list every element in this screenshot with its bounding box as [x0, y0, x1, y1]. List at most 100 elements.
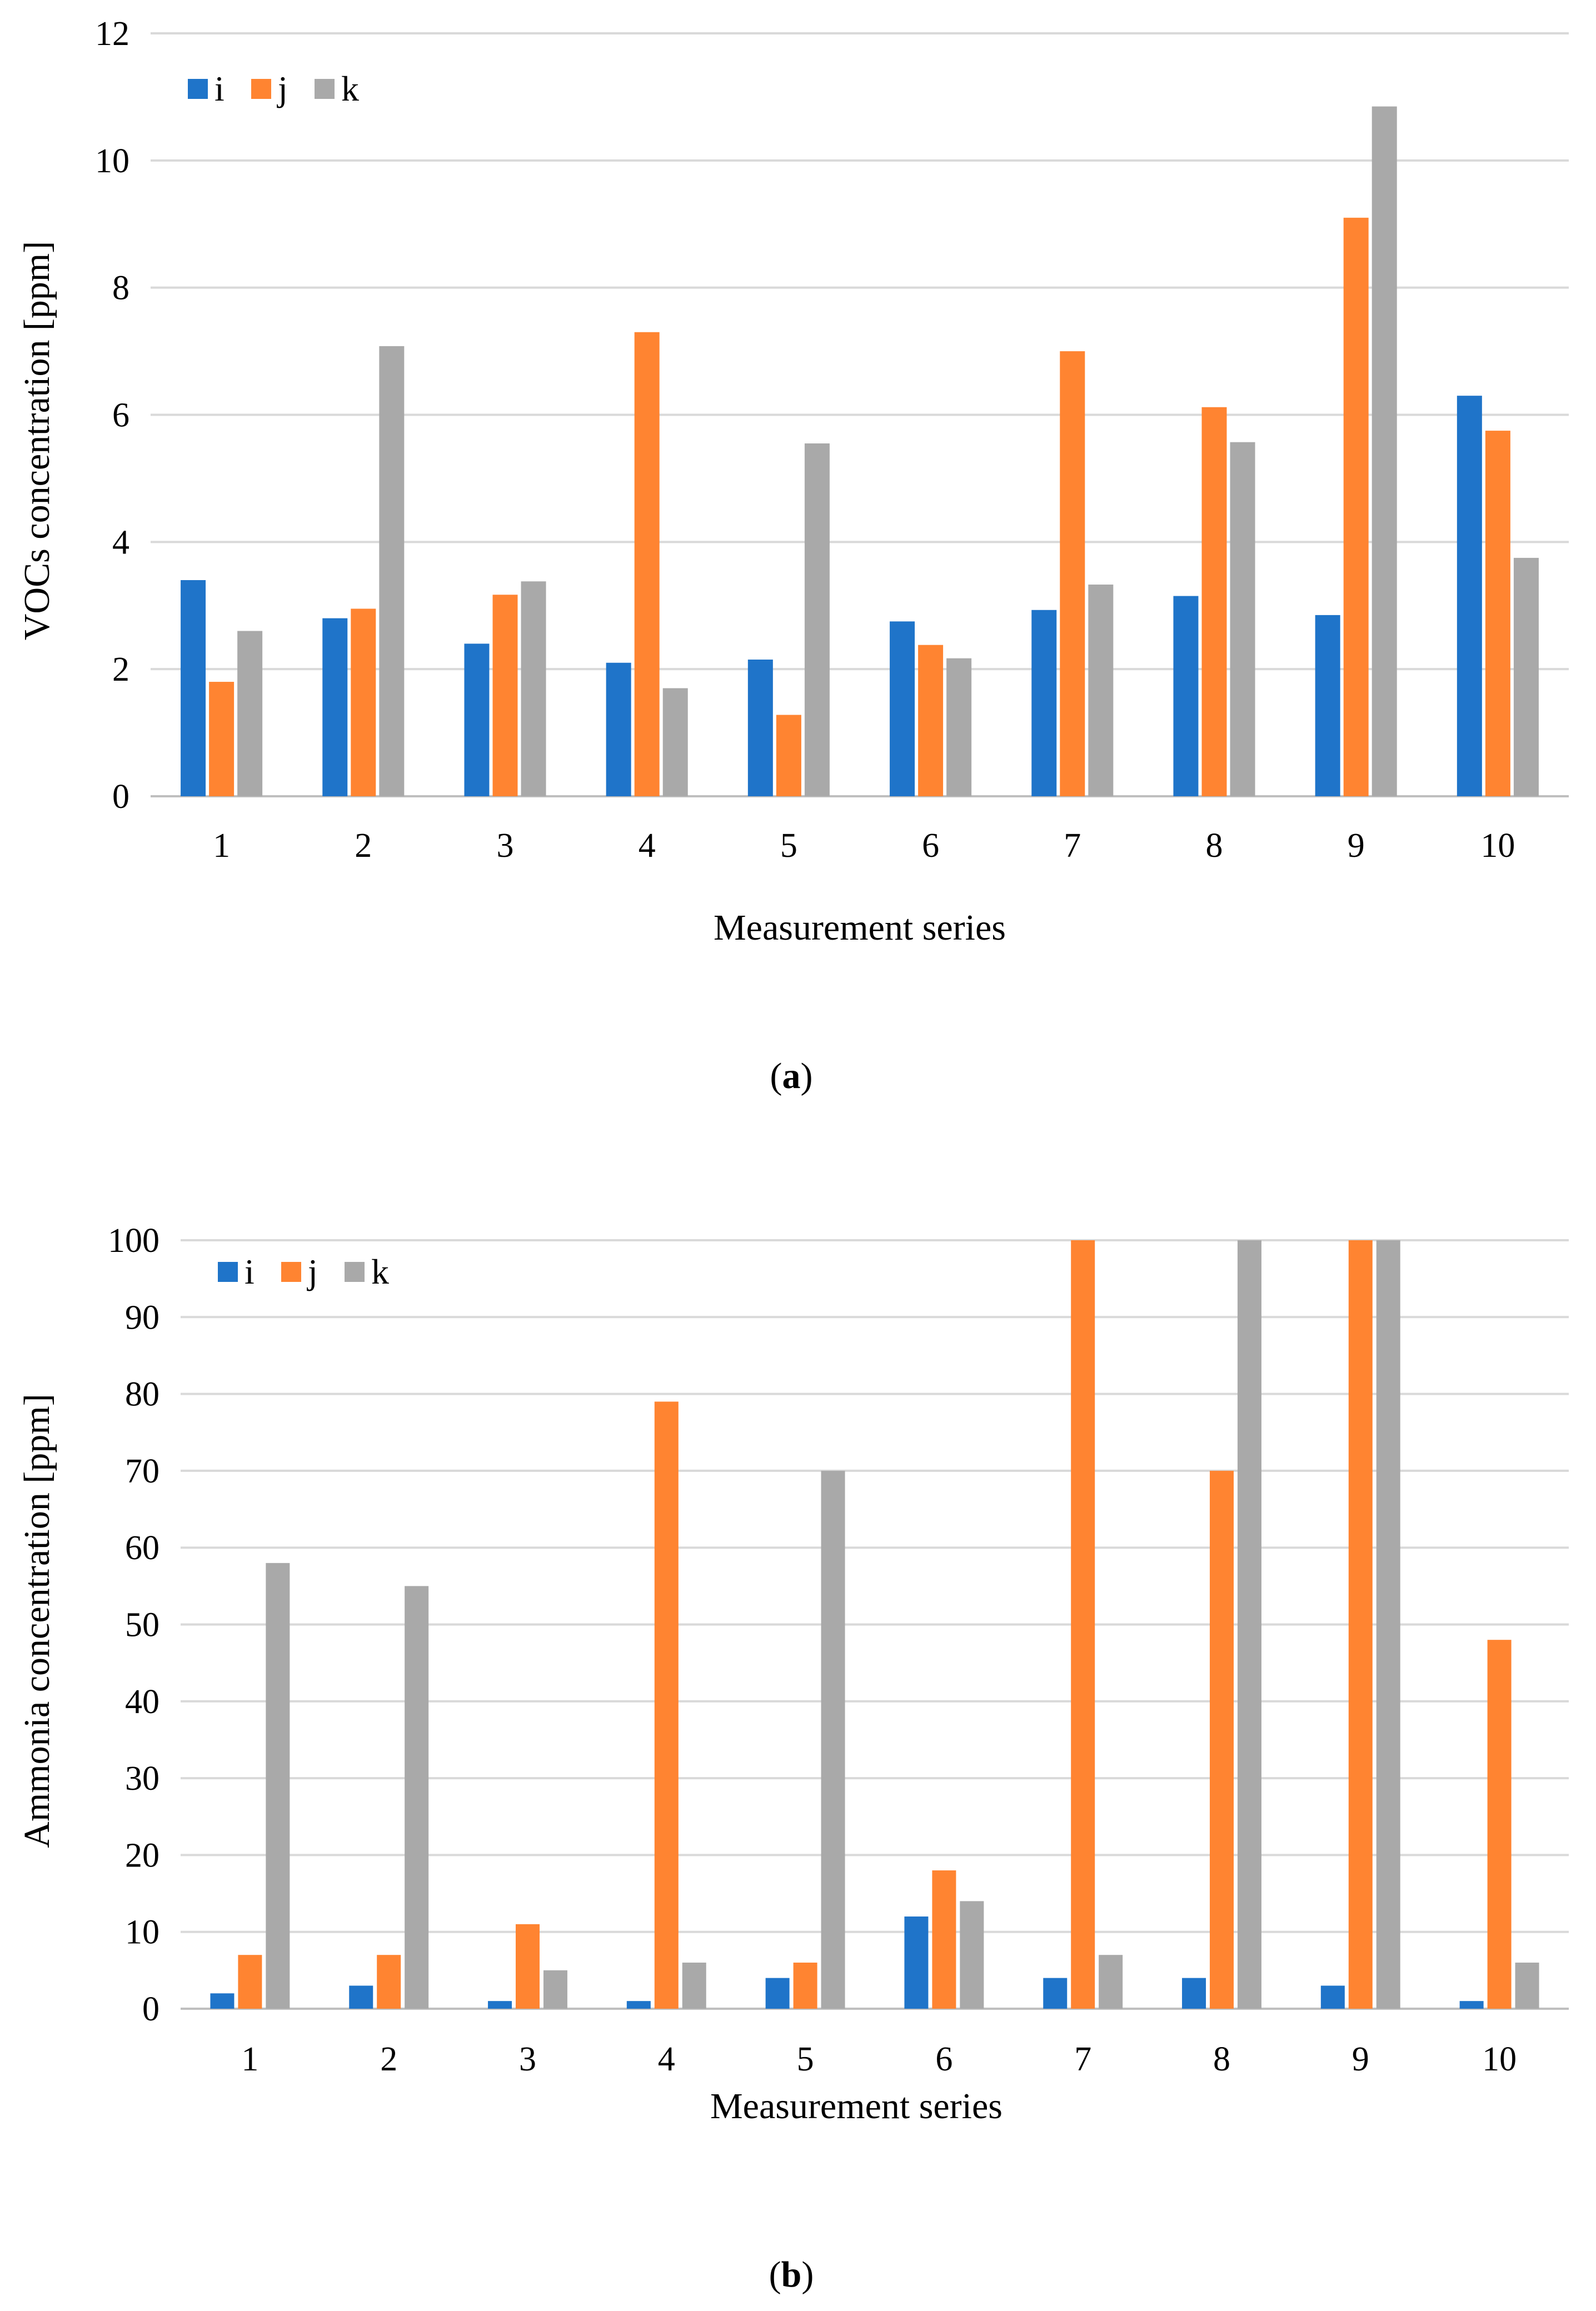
- bar-j-7: [1071, 1240, 1095, 2009]
- bar-i-8: [1173, 596, 1199, 796]
- bar-j-1: [238, 1955, 262, 2009]
- bar-j-9: [1348, 1240, 1373, 2009]
- y-tick-label: 80: [125, 1376, 159, 1414]
- y-tick-label: 50: [125, 1606, 159, 1644]
- x-tick-label: 7: [1074, 2040, 1091, 2078]
- bars-a: [181, 106, 1539, 797]
- x-tick-label: 8: [1213, 2040, 1230, 2078]
- legend-label-j: j: [307, 1252, 318, 1291]
- x-axis-title-b: Measurement series: [710, 2086, 1003, 2127]
- legend-swatch-j: [281, 1262, 301, 1282]
- y-tick-label: 8: [112, 269, 129, 307]
- caption-b-open: (: [769, 2254, 781, 2295]
- bar-k-4: [662, 688, 688, 796]
- bar-k-1: [237, 631, 263, 796]
- legend-label-i: i: [215, 69, 225, 108]
- x-tick-label: 2: [355, 827, 372, 865]
- bar-k-3: [521, 581, 546, 796]
- bar-k-9: [1376, 1240, 1400, 2009]
- bar-i-9: [1320, 1985, 1345, 2009]
- bar-i-9: [1315, 615, 1340, 796]
- x-tick-label: 3: [497, 827, 514, 865]
- y-axis-title-b: Ammonia concentration [ppm]: [17, 1394, 57, 1848]
- bars-b: [210, 1240, 1539, 2009]
- bar-i-3: [488, 2001, 512, 2009]
- bar-k-6: [960, 1901, 984, 2009]
- bar-i-6: [890, 621, 915, 796]
- caption-a: (a): [770, 1056, 813, 1096]
- caption-a-close: ): [801, 1056, 813, 1096]
- bar-i-4: [626, 2001, 651, 2009]
- y-tick-label: 60: [125, 1529, 159, 1567]
- bar-j-9: [1343, 217, 1369, 796]
- bar-i-6: [904, 1916, 929, 2009]
- bar-i-8: [1182, 1978, 1206, 2009]
- bar-i-1: [210, 1993, 235, 2009]
- bar-i-10: [1459, 2001, 1484, 2009]
- caption-b-close: ): [801, 2254, 814, 2295]
- y-tick-label: 100: [108, 1222, 159, 1260]
- bar-k-1: [266, 1563, 290, 2009]
- legend-label-i: i: [245, 1252, 255, 1291]
- y-tick-label: 40: [125, 1683, 159, 1721]
- legend-swatch-k: [345, 1262, 365, 1282]
- bar-k-2: [405, 1586, 429, 2009]
- y-tick-label: 6: [112, 397, 129, 435]
- bar-k-10: [1513, 557, 1539, 796]
- x-tick-label: 1: [213, 827, 230, 865]
- bar-i-7: [1043, 1978, 1068, 2009]
- bar-j-3: [492, 595, 518, 796]
- bar-k-8: [1237, 1240, 1261, 2009]
- bar-k-6: [946, 658, 972, 796]
- caption-b-letter: b: [781, 2254, 802, 2295]
- bar-k-9: [1371, 106, 1397, 797]
- x-tick-label: 10: [1482, 2040, 1517, 2078]
- bar-i-7: [1031, 610, 1057, 796]
- x-tick-label: 4: [658, 2040, 675, 2078]
- bar-j-6: [932, 1870, 956, 2009]
- bar-k-2: [379, 346, 405, 796]
- bar-i-2: [349, 1985, 373, 2009]
- bar-k-5: [804, 443, 830, 796]
- x-tick-label: 10: [1480, 827, 1515, 865]
- bar-k-8: [1230, 442, 1255, 796]
- bar-j-3: [516, 1924, 540, 2009]
- x-tick-label: 1: [241, 2040, 258, 2078]
- legend-swatch-k: [315, 79, 335, 99]
- bar-j-4: [654, 1401, 679, 2009]
- x-tick-label: 2: [380, 2040, 397, 2078]
- bar-j-10: [1487, 1640, 1512, 2009]
- x-tick-label: 5: [780, 827, 797, 865]
- y-axis-title-a: VOCs concentration [ppm]: [17, 241, 57, 641]
- bar-j-7: [1060, 351, 1085, 796]
- y-tick-labels-b: 0 10 20 30 40 50 60 70 80 90 100: [108, 1222, 159, 2028]
- x-tick-label: 6: [935, 2040, 952, 2078]
- x-tick-label: 7: [1064, 827, 1081, 865]
- y-tick-label: 20: [125, 1836, 159, 1874]
- bar-i-1: [181, 580, 206, 796]
- bar-k-10: [1515, 1963, 1539, 2009]
- bar-j-5: [776, 715, 801, 796]
- legend-b: i j k: [218, 1252, 389, 1291]
- bar-j-5: [793, 1963, 817, 2009]
- bar-i-5: [765, 1978, 790, 2009]
- legend-swatch-j: [251, 79, 271, 99]
- bar-i-3: [464, 643, 490, 796]
- x-tick-label: 8: [1206, 827, 1223, 865]
- bar-j-2: [351, 608, 376, 796]
- legend-label-k: k: [341, 69, 359, 108]
- y-tick-label: 70: [125, 1453, 159, 1490]
- bar-i-5: [747, 660, 773, 796]
- bar-j-6: [918, 645, 944, 796]
- bar-k-3: [543, 1970, 567, 2009]
- bar-i-2: [322, 618, 348, 796]
- y-tick-label: 12: [95, 15, 129, 53]
- x-tick-labels-b: 1 2 3 4 5 6 7 8 9 10: [241, 2040, 1517, 2078]
- caption-a-letter: a: [782, 1056, 801, 1096]
- x-tick-label: 4: [639, 827, 656, 865]
- legend-swatch-i: [188, 79, 208, 99]
- bar-j-4: [634, 332, 660, 796]
- bar-k-7: [1099, 1955, 1123, 2009]
- bar-j-8: [1210, 1470, 1234, 2009]
